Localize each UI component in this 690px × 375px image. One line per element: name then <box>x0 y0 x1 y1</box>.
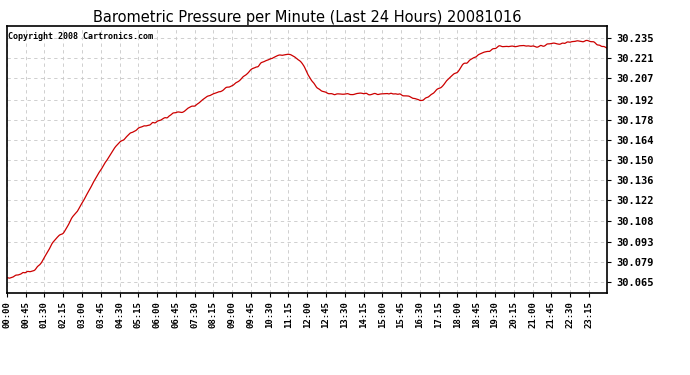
Text: Copyright 2008 Cartronics.com: Copyright 2008 Cartronics.com <box>8 32 153 40</box>
Title: Barometric Pressure per Minute (Last 24 Hours) 20081016: Barometric Pressure per Minute (Last 24 … <box>92 10 522 25</box>
